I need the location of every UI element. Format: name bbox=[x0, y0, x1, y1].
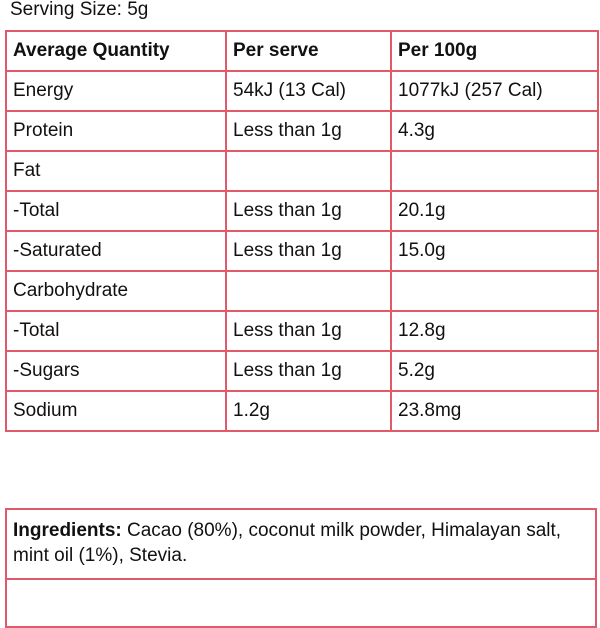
table-row: -Sugars Less than 1g 5.2g bbox=[5, 350, 599, 392]
per-serve-value: Less than 1g bbox=[225, 350, 392, 392]
nutrition-table: Average Quantity Per serve Per 100g Ener… bbox=[5, 30, 599, 432]
row-label: -Sugars bbox=[5, 350, 227, 392]
per-serve-value: Less than 1g bbox=[225, 310, 392, 352]
per-serve-value: Less than 1g bbox=[225, 190, 392, 232]
row-label: Fat bbox=[5, 150, 227, 192]
header-per-serve: Per serve bbox=[225, 30, 392, 72]
table-row: Sodium 1.2g 23.8mg bbox=[5, 390, 599, 432]
header-per-100g: Per 100g bbox=[390, 30, 599, 72]
per-serve-value bbox=[225, 150, 392, 192]
per-100g-value bbox=[390, 270, 599, 312]
per-100g-value: 23.8mg bbox=[390, 390, 599, 432]
ingredients-box: Ingredients: Cacao (80%), coconut milk p… bbox=[5, 508, 597, 628]
per-100g-value: 5.2g bbox=[390, 350, 599, 392]
per-100g-value bbox=[390, 150, 599, 192]
row-label: Energy bbox=[5, 70, 227, 112]
row-label: -Total bbox=[5, 190, 227, 232]
per-100g-value: 12.8g bbox=[390, 310, 599, 352]
per-100g-value: 15.0g bbox=[390, 230, 599, 272]
per-100g-value: 20.1g bbox=[390, 190, 599, 232]
table-row: -Saturated Less than 1g 15.0g bbox=[5, 230, 599, 272]
ingredients-text: Ingredients: Cacao (80%), coconut milk p… bbox=[7, 510, 595, 580]
ingredients-label: Ingredients: bbox=[13, 520, 122, 541]
row-label: Protein bbox=[5, 110, 227, 152]
per-serve-value: 1.2g bbox=[225, 390, 392, 432]
table-row: -Total Less than 1g 12.8g bbox=[5, 310, 599, 352]
table-row: Carbohydrate bbox=[5, 270, 599, 312]
table-row: Fat bbox=[5, 150, 599, 192]
row-label: Sodium bbox=[5, 390, 227, 432]
row-label: Carbohydrate bbox=[5, 270, 227, 312]
header-average-quantity: Average Quantity bbox=[5, 30, 227, 72]
table-header-row: Average Quantity Per serve Per 100g bbox=[5, 30, 599, 72]
per-serve-value: Less than 1g bbox=[225, 110, 392, 152]
per-serve-value bbox=[225, 270, 392, 312]
serving-size: Serving Size: 5g bbox=[10, 0, 149, 20]
table-row: Energy 54kJ (13 Cal) 1077kJ (257 Cal) bbox=[5, 70, 599, 112]
per-serve-value: 54kJ (13 Cal) bbox=[225, 70, 392, 112]
per-100g-value: 1077kJ (257 Cal) bbox=[390, 70, 599, 112]
table-row: -Total Less than 1g 20.1g bbox=[5, 190, 599, 232]
row-label: -Total bbox=[5, 310, 227, 352]
ingredients-list: Cacao (80%), coconut milk powder, Himala… bbox=[13, 520, 562, 566]
per-100g-value: 4.3g bbox=[390, 110, 599, 152]
row-label: -Saturated bbox=[5, 230, 227, 272]
per-serve-value: Less than 1g bbox=[225, 230, 392, 272]
table-row: Protein Less than 1g 4.3g bbox=[5, 110, 599, 152]
